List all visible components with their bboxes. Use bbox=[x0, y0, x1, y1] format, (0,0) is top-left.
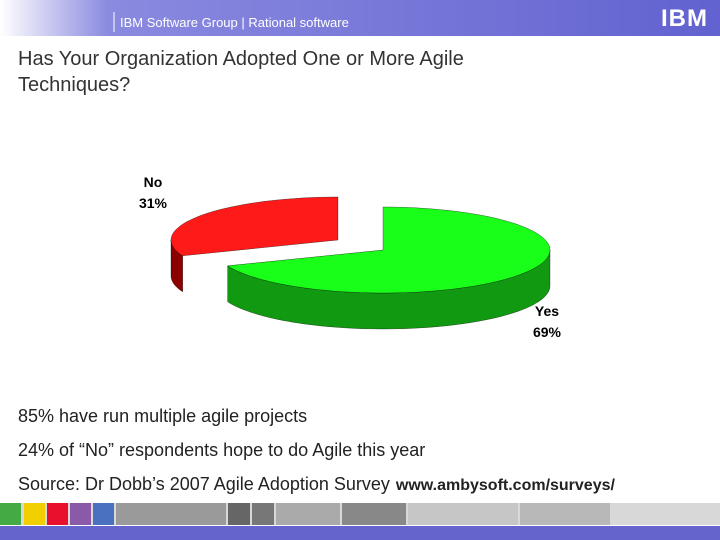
strip-square bbox=[93, 503, 114, 525]
strip-square bbox=[24, 503, 45, 525]
strip-image bbox=[252, 503, 274, 525]
note: 85% have run multiple agile projects bbox=[18, 406, 307, 426]
slice-value-label: 31% bbox=[139, 195, 168, 211]
strip-square bbox=[47, 503, 68, 525]
strip-image bbox=[408, 503, 518, 525]
slice-value-label: 69% bbox=[533, 324, 562, 340]
strip-image bbox=[116, 503, 226, 525]
header-bar bbox=[0, 0, 720, 36]
slice-label: No bbox=[144, 174, 163, 190]
bottom-bar bbox=[0, 526, 720, 540]
strip-square bbox=[0, 503, 21, 525]
chart-title: Has Your Organization Adopted One or Mor… bbox=[18, 48, 464, 96]
strip-square bbox=[70, 503, 91, 525]
strip-image bbox=[342, 503, 406, 525]
pie: No 31% Yes 69% bbox=[139, 174, 562, 340]
strip-image bbox=[276, 503, 340, 525]
source: Source: Dr Dobb’s 2007 Agile Adoption Su… bbox=[18, 474, 390, 494]
source-url[interactable]: www.ambysoft.com/surveys/ bbox=[395, 477, 616, 494]
note: 24% of “No” respondents hope to do Agile… bbox=[18, 440, 425, 460]
header-text: IBM Software Group | Rational software bbox=[120, 15, 349, 30]
slice bbox=[227, 206, 551, 294]
strip-image bbox=[228, 503, 250, 525]
slice-label: Yes bbox=[535, 303, 559, 319]
logo: IBM bbox=[661, 5, 708, 32]
footer-strip bbox=[0, 503, 720, 540]
strip-image bbox=[520, 503, 610, 525]
slice bbox=[170, 196, 339, 256]
